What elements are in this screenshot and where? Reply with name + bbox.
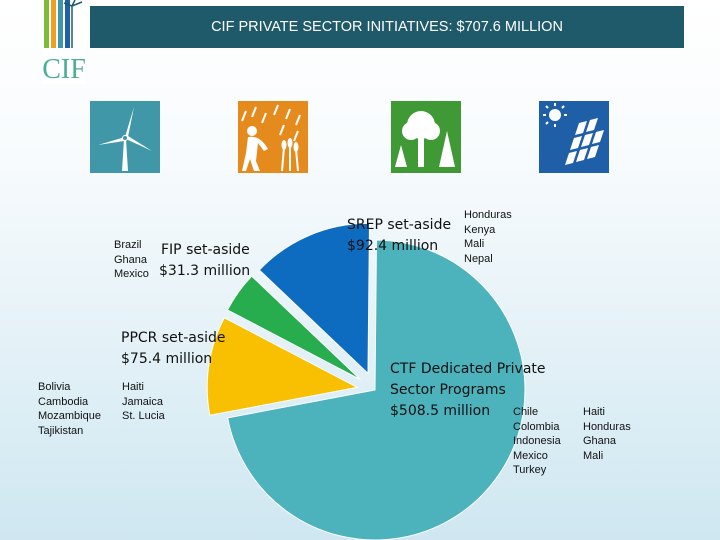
country: Nepal bbox=[464, 252, 493, 265]
ppcr-countries-col1: Bolivia Cambodia Mozambique Tajikistan bbox=[38, 380, 101, 438]
country: Brazil bbox=[114, 239, 142, 251]
country: Honduras bbox=[583, 420, 631, 433]
pie-slice-fip bbox=[226, 275, 361, 380]
country: Mali bbox=[583, 449, 604, 462]
country: Turkey bbox=[513, 464, 547, 476]
country: Mexico bbox=[114, 268, 149, 280]
fip-label-line1: FIP set-aside bbox=[161, 242, 250, 258]
pie-slice-srep bbox=[258, 222, 370, 375]
country: Bolivia bbox=[38, 381, 71, 393]
ppcr-label: PPCR set-aside $75.4 million bbox=[121, 328, 226, 370]
ppcr-label-value: $75.4 million bbox=[121, 351, 213, 367]
fip-countries: Brazil Ghana Mexico bbox=[114, 238, 149, 282]
cif-logo: CIF bbox=[42, 0, 86, 85]
ppcr-label-line1: PPCR set-aside bbox=[121, 330, 226, 346]
ctf-countries-col1: Chile Colombia Indonesia Mexico Turkey bbox=[513, 405, 561, 478]
country: Jamaica bbox=[122, 395, 163, 408]
country: Cambodia bbox=[38, 395, 89, 408]
srep-countries: Honduras Kenya Mali Nepal bbox=[464, 208, 512, 266]
country: Mozambique bbox=[38, 410, 101, 422]
trees-tile bbox=[391, 101, 461, 173]
country: Tajikistan bbox=[38, 424, 84, 437]
pie-slice-ppcr bbox=[206, 317, 359, 416]
ppcr-countries-col2: Haiti Jamaica St. Lucia bbox=[122, 380, 165, 424]
fip-label: FIP set-aside bbox=[161, 240, 250, 261]
page-title: CIF PRIVATE SECTOR INITIATIVES: $707.6 M… bbox=[211, 19, 563, 35]
country: Chile bbox=[513, 406, 539, 418]
solar-panel-icon bbox=[539, 101, 609, 173]
country: Ghana bbox=[583, 435, 617, 447]
srep-label-value: $92.4 million bbox=[347, 238, 439, 254]
cif-logo-graphic bbox=[42, 0, 86, 84]
country: Ghana bbox=[114, 253, 148, 266]
country: Mali bbox=[464, 238, 485, 250]
fip-label-value: $31.3 million bbox=[159, 263, 251, 279]
srep-label: SREP set-aside $92.4 million bbox=[347, 215, 451, 257]
ctf-label-line2: Sector Programs bbox=[390, 382, 506, 398]
farmer-tile bbox=[238, 101, 308, 173]
pie-slice-ctf bbox=[227, 239, 526, 540]
srep-label-line1: SREP set-aside bbox=[347, 217, 452, 233]
title-bar: CIF PRIVATE SECTOR INITIATIVES: $707.6 M… bbox=[90, 6, 684, 48]
logo-text: CIF bbox=[42, 54, 86, 85]
ctf-label-value: $508.5 million bbox=[390, 403, 491, 419]
solar-panel-tile bbox=[539, 101, 609, 173]
wind-turbine-icon bbox=[90, 101, 160, 173]
ctf-label: CTF Dedicated Private Sector Programs $5… bbox=[390, 359, 546, 422]
country: Honduras bbox=[464, 209, 512, 221]
country: Kenya bbox=[464, 223, 496, 236]
country: Colombia bbox=[513, 420, 560, 433]
country: Mexico bbox=[513, 449, 548, 462]
country: Indonesia bbox=[513, 435, 561, 447]
country: St. Lucia bbox=[122, 410, 165, 422]
trees-icon bbox=[391, 101, 461, 173]
farmer-icon bbox=[238, 101, 308, 173]
wind-turbine-tile bbox=[90, 101, 160, 173]
ctf-label-line1: CTF Dedicated Private bbox=[390, 361, 546, 377]
country: Haiti bbox=[583, 406, 606, 418]
ctf-countries-col2: Haiti Honduras Ghana Mali bbox=[583, 405, 631, 463]
country: Haiti bbox=[122, 381, 145, 393]
